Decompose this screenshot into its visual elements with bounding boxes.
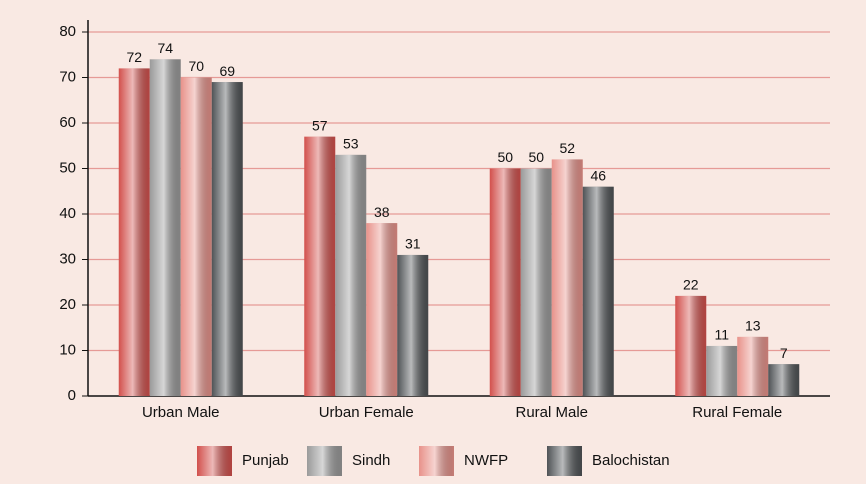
bar-highlight	[551, 159, 583, 396]
x-tick-label: Urban Female	[319, 404, 414, 421]
data-label: 52	[559, 140, 575, 156]
y-tick-label: 30	[59, 250, 76, 267]
x-tick-label: Rural Male	[515, 404, 588, 421]
x-tick-label: Rural Female	[692, 404, 782, 421]
data-label: 50	[528, 149, 544, 165]
y-tick-label: 40	[59, 205, 76, 222]
bar-highlight	[489, 168, 521, 396]
y-tick-label: 60	[59, 114, 76, 131]
data-label: 50	[497, 149, 513, 165]
legend-swatch-highlight	[197, 446, 232, 476]
data-label: 53	[343, 136, 359, 152]
bar-highlight	[335, 154, 367, 396]
y-tick-label: 80	[59, 23, 76, 40]
bar-highlight	[397, 254, 429, 396]
y-tick-label: 50	[59, 159, 76, 176]
legend-swatch-highlight	[419, 446, 454, 476]
bar-highlight	[149, 59, 181, 397]
legend-label: NWFP	[464, 452, 508, 469]
data-label: 11	[714, 327, 729, 343]
bar-highlight	[304, 136, 336, 396]
bar-highlight	[768, 364, 800, 396]
data-label: 46	[590, 167, 606, 183]
data-label: 31	[405, 236, 421, 252]
data-label: 7	[780, 345, 788, 361]
bar-highlight	[675, 295, 707, 396]
x-tick-label: Urban Male	[142, 404, 220, 421]
y-tick-label: 20	[59, 296, 76, 313]
y-tick-label: 70	[59, 68, 76, 85]
y-tick-label: 0	[68, 387, 76, 404]
data-label: 72	[126, 49, 142, 65]
bar-highlight	[366, 223, 398, 396]
data-label: 69	[219, 63, 235, 79]
data-label: 22	[683, 277, 699, 293]
legend-swatch-highlight	[307, 446, 342, 476]
legend-label: Balochistan	[592, 452, 670, 469]
legend-label: Sindh	[352, 452, 390, 469]
bar-highlight	[706, 345, 738, 396]
legend-swatch-highlight	[547, 446, 582, 476]
bar-highlight	[180, 77, 212, 396]
bar-highlight	[582, 186, 614, 396]
bar-highlight	[520, 168, 552, 396]
data-label: 70	[188, 58, 204, 74]
data-label: 57	[312, 117, 328, 133]
data-label: 38	[374, 204, 390, 220]
y-tick-label: 10	[59, 341, 76, 358]
bar-highlight	[737, 336, 769, 396]
legend-label: Punjab	[242, 452, 289, 469]
bar-highlight	[118, 68, 150, 397]
bar-highlight	[211, 82, 243, 397]
data-label: 13	[745, 318, 761, 334]
data-label: 74	[157, 40, 173, 56]
